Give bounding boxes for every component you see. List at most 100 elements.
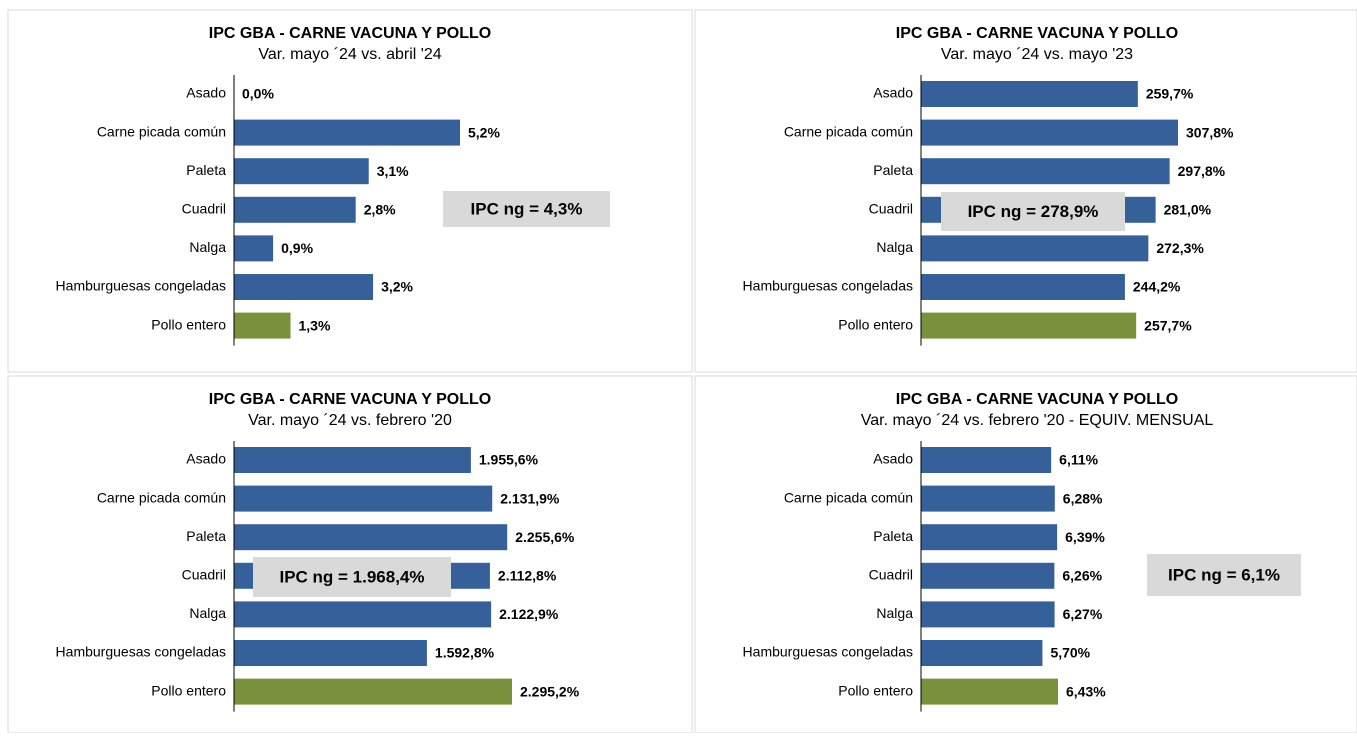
value-label: 2.112,8%: [498, 568, 557, 584]
annotation: IPC ng = 278,9%: [968, 202, 1099, 221]
value-label: 2.255,6%: [515, 529, 575, 545]
annotation-box: [443, 191, 610, 227]
category-label: Asado: [186, 451, 226, 467]
value-label: 0,0%: [242, 86, 274, 102]
bar: [921, 274, 1125, 300]
value-label: 2.122,9%: [499, 606, 559, 622]
bar: [234, 524, 508, 551]
annotation: IPC ng = 6,1%: [1168, 565, 1280, 584]
bar: [234, 312, 291, 339]
category-label: Nalga: [876, 605, 913, 621]
annotation-box: [941, 192, 1125, 231]
category-label: Nalga: [189, 605, 226, 621]
category-label: Cuadril: [182, 201, 226, 217]
value-label: 6,27%: [1063, 606, 1103, 622]
annotation-box: [1147, 554, 1301, 596]
value-label: 6,43%: [1066, 683, 1106, 699]
bar: [921, 119, 1178, 146]
bar: [921, 81, 1138, 107]
category-label: Nalga: [876, 239, 913, 255]
bar: [921, 158, 1170, 185]
category-label: Paleta: [186, 162, 226, 178]
category-label: Pollo entero: [151, 682, 226, 698]
value-label: 5,70%: [1050, 645, 1090, 661]
chart-title: IPC GBA - CARNE VACUNA Y POLLO: [209, 25, 491, 42]
chart-subtitle: Var. mayo ´24 vs. febrero '20 - EQUIV. M…: [861, 412, 1214, 429]
value-label: 272,3%: [1156, 240, 1204, 256]
chart-subtitle: Var. mayo ´24 vs. abril '24: [258, 46, 441, 63]
bar: [234, 678, 512, 705]
bar: [234, 196, 356, 223]
bar: [234, 235, 274, 262]
category-label: Hamburguesas congeladas: [56, 644, 226, 660]
category-label: Asado: [873, 451, 913, 467]
value-label: 1.955,6%: [479, 452, 539, 468]
category-label: Cuadril: [182, 567, 226, 583]
value-label: 259,7%: [1146, 86, 1194, 102]
category-label: Pollo entero: [151, 316, 226, 332]
value-label: 6,28%: [1063, 490, 1103, 506]
value-label: 3,1%: [377, 163, 409, 179]
category-label: Paleta: [186, 528, 226, 544]
bar: [921, 524, 1058, 551]
value-label: 297,8%: [1178, 163, 1226, 179]
category-label: Nalga: [189, 239, 226, 255]
category-label: Carne picada común: [97, 123, 226, 139]
value-label: 6,11%: [1059, 452, 1098, 468]
bar: [921, 235, 1149, 262]
value-label: 2,8%: [364, 202, 396, 218]
value-label: 257,7%: [1144, 317, 1192, 333]
category-label: Pollo entero: [838, 682, 913, 698]
bar: [234, 640, 427, 666]
panel-border: [694, 9, 1357, 373]
value-label: 0,9%: [281, 240, 313, 256]
value-label: 3,2%: [381, 279, 413, 295]
annotation: IPC ng = 4,3%: [471, 199, 583, 218]
bar: [234, 119, 460, 146]
bar: [921, 485, 1055, 512]
category-label: Pollo entero: [838, 316, 913, 332]
value-label: 1,3%: [299, 317, 331, 333]
value-label: 1.592,8%: [435, 645, 495, 661]
value-label: 244,2%: [1133, 279, 1181, 295]
bar: [921, 601, 1055, 628]
chart-subtitle: Var. mayo ´24 vs. febrero '20: [248, 412, 452, 429]
bar: [921, 640, 1043, 666]
bar: [921, 447, 1052, 473]
category-label: Hamburguesas congeladas: [743, 644, 913, 660]
bar: [234, 447, 471, 473]
value-label: 6,39%: [1065, 529, 1105, 545]
category-label: Cuadril: [869, 201, 913, 217]
bar: [921, 678, 1058, 705]
value-label: 5,2%: [468, 124, 500, 140]
category-label: Carne picada común: [784, 123, 913, 139]
bar: [234, 274, 374, 300]
chart-title: IPC GBA - CARNE VACUNA Y POLLO: [209, 391, 491, 408]
bar: [234, 485, 493, 512]
category-label: Paleta: [873, 528, 913, 544]
value-label: 2.131,9%: [500, 490, 560, 506]
annotation: IPC ng = 1.968,4%: [279, 567, 424, 586]
panel-border: [7, 9, 693, 373]
bar: [234, 158, 369, 185]
bar: [234, 601, 492, 628]
bar: [921, 312, 1137, 339]
category-label: Cuadril: [869, 567, 913, 583]
chart-title: IPC GBA - CARNE VACUNA Y POLLO: [896, 391, 1178, 408]
category-label: Hamburguesas congeladas: [743, 278, 913, 294]
category-label: Hamburguesas congeladas: [56, 278, 226, 294]
chart-title: IPC GBA - CARNE VACUNA Y POLLO: [896, 25, 1178, 42]
bar: [921, 562, 1055, 589]
value-label: 307,8%: [1186, 124, 1234, 140]
category-label: Paleta: [873, 162, 913, 178]
category-label: Carne picada común: [97, 489, 226, 505]
value-label: 6,26%: [1062, 568, 1102, 584]
annotation-box: [253, 557, 451, 597]
chart-subtitle: Var. mayo ´24 vs. mayo '23: [941, 46, 1133, 63]
value-label: 2.295,2%: [520, 683, 580, 699]
category-label: Asado: [873, 85, 913, 101]
category-label: Asado: [186, 85, 226, 101]
category-label: Carne picada común: [784, 489, 913, 505]
